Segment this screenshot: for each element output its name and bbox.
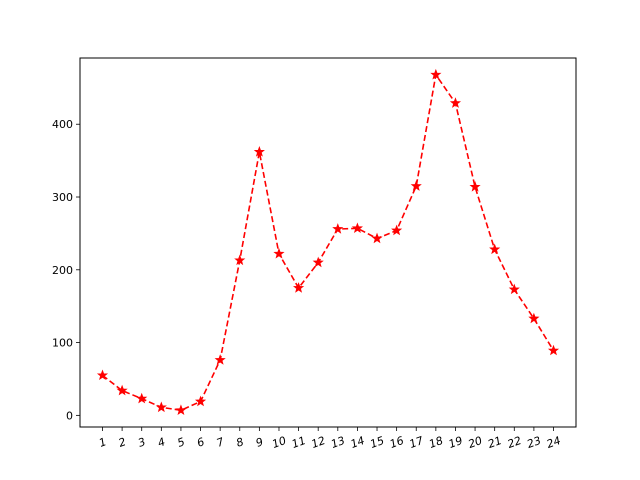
data-point-marker: [469, 180, 481, 192]
x-tick-label: 20: [466, 434, 484, 451]
x-tick-label: 3: [136, 435, 147, 450]
x-tick-label: 16: [388, 434, 406, 451]
x-tick-label: 5: [176, 435, 187, 450]
x-tick-label: 18: [427, 434, 445, 451]
data-point-marker: [234, 254, 246, 266]
data-point-marker: [214, 354, 226, 365]
data-point-marker: [351, 222, 363, 234]
x-tick-label: 14: [349, 434, 367, 451]
y-tick-label: 400: [52, 118, 73, 131]
x-tick-label: 15: [368, 434, 386, 451]
data-point-marker: [508, 283, 520, 295]
y-tick-label: 100: [52, 337, 73, 350]
x-tick-label: 24: [545, 434, 563, 451]
x-tick-label: 21: [486, 434, 504, 451]
x-tick-label: 23: [525, 434, 543, 451]
x-tick-label: 8: [234, 435, 245, 450]
data-point-marker: [175, 404, 187, 416]
data-point-marker: [155, 401, 167, 413]
data-point-marker: [194, 395, 207, 407]
x-tick-label: 12: [310, 434, 328, 451]
series-markers: [96, 68, 560, 416]
x-axis: 1 2 3 4 5 6 7 8 9 10 11 12 13 14 15 16 17 18 19 20 21 22 23 24: [97, 427, 562, 451]
data-point-marker: [410, 180, 422, 191]
data-point-marker: [547, 344, 560, 356]
data-point-marker: [449, 97, 462, 108]
plot-area: [79, 57, 577, 428]
x-tick-label: 6: [195, 435, 206, 450]
y-tick-label: 0: [66, 409, 73, 422]
data-point-marker: [430, 68, 442, 80]
x-tick-label: 10: [270, 434, 288, 451]
y-tick-label: 200: [52, 264, 73, 277]
data-point-marker: [136, 392, 148, 404]
x-tick-label: 11: [290, 434, 308, 451]
data-point-marker: [253, 146, 265, 157]
data-point-marker: [116, 384, 128, 396]
x-tick-label: 17: [408, 434, 426, 451]
data-point-marker: [312, 256, 324, 268]
x-tick-label: 7: [215, 435, 226, 450]
data-point-marker: [489, 243, 501, 255]
x-tick-label: 22: [506, 434, 524, 451]
x-tick-label: 13: [329, 434, 347, 451]
x-tick-label: 2: [117, 435, 128, 450]
data-point-marker: [391, 224, 403, 236]
data-point-marker: [371, 232, 383, 244]
x-tick-label: 9: [254, 435, 265, 450]
x-tick-label: 19: [447, 434, 465, 451]
x-tick-label: 4: [156, 435, 167, 450]
data-point-marker: [528, 312, 540, 324]
x-tick-label: 1: [97, 435, 108, 450]
data-point-marker: [293, 282, 305, 293]
data-point-marker: [273, 247, 285, 259]
y-tick-label: 300: [52, 191, 73, 204]
y-axis: 0 100 200 300 400: [52, 118, 80, 422]
data-point-marker: [96, 369, 109, 381]
data-point-marker: [332, 223, 344, 234]
